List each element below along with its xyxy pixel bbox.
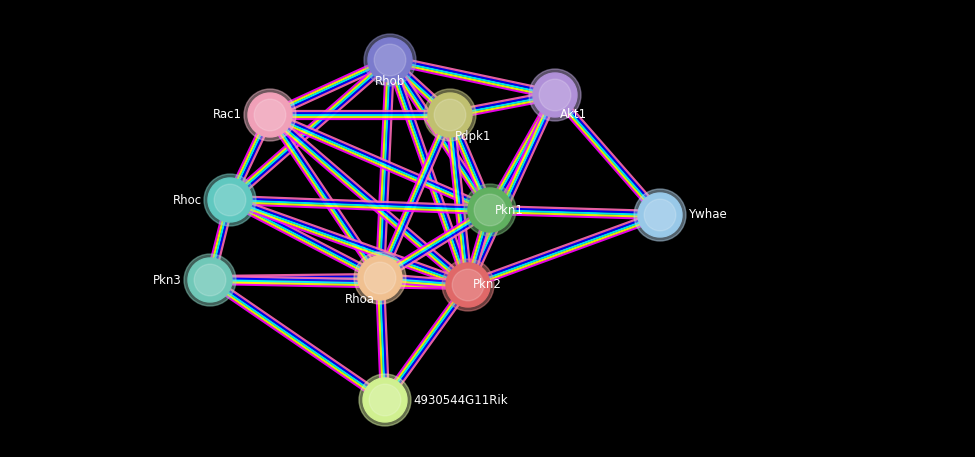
Circle shape [424, 89, 476, 141]
Text: Pkn3: Pkn3 [153, 273, 182, 287]
Circle shape [428, 93, 472, 137]
Text: Ywhae: Ywhae [688, 208, 726, 222]
Circle shape [644, 199, 676, 231]
Circle shape [204, 174, 256, 226]
Circle shape [363, 378, 407, 422]
Text: Pdpk1: Pdpk1 [455, 130, 491, 143]
Circle shape [533, 73, 577, 117]
Circle shape [434, 99, 466, 131]
Circle shape [529, 69, 581, 121]
Circle shape [446, 263, 490, 307]
Circle shape [464, 184, 516, 236]
Circle shape [452, 269, 484, 301]
Circle shape [442, 259, 494, 311]
Circle shape [244, 89, 296, 141]
Text: 4930544G11Rik: 4930544G11Rik [413, 393, 508, 406]
Circle shape [194, 264, 226, 296]
Circle shape [638, 193, 682, 237]
Text: Rhoc: Rhoc [173, 193, 202, 207]
Circle shape [364, 262, 396, 294]
Circle shape [248, 93, 292, 137]
Text: Pkn2: Pkn2 [473, 278, 502, 292]
Circle shape [354, 252, 406, 304]
Text: Rac1: Rac1 [213, 108, 242, 122]
Circle shape [468, 188, 512, 232]
Circle shape [368, 38, 412, 82]
Circle shape [184, 254, 236, 306]
Text: Rhoa: Rhoa [345, 293, 375, 306]
Circle shape [634, 189, 686, 241]
Circle shape [208, 178, 252, 222]
Circle shape [364, 34, 416, 86]
Circle shape [254, 99, 286, 131]
Text: Rhob: Rhob [374, 75, 406, 88]
Circle shape [370, 384, 401, 416]
Circle shape [374, 44, 406, 76]
Circle shape [539, 79, 570, 111]
Circle shape [188, 258, 232, 302]
Text: Akt1: Akt1 [560, 108, 587, 121]
Circle shape [214, 184, 246, 216]
Circle shape [359, 374, 411, 426]
Circle shape [474, 194, 506, 226]
Circle shape [358, 256, 402, 300]
Text: Pkn1: Pkn1 [495, 203, 524, 217]
